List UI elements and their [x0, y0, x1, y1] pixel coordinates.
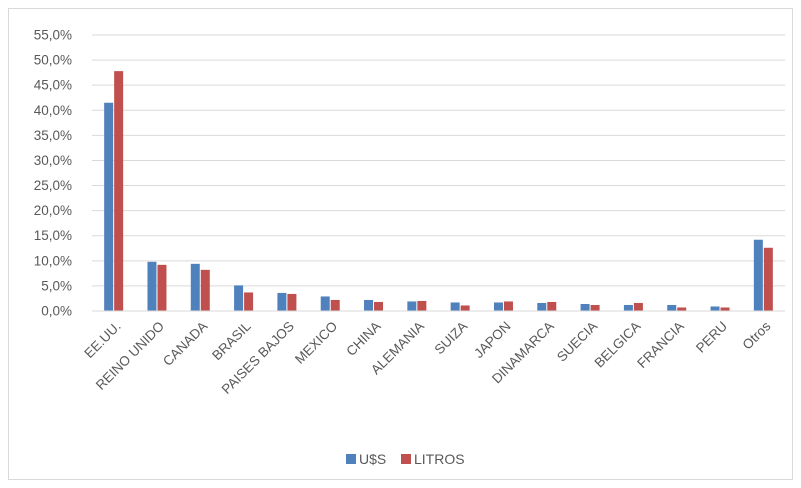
- bar-usd: [190, 263, 200, 311]
- y-tick-label: 0,0%: [41, 304, 72, 319]
- y-tick-label: 5,0%: [41, 278, 72, 293]
- y-tick-label: 45,0%: [34, 78, 72, 93]
- bar-litros: [633, 302, 643, 311]
- bar-litros: [547, 301, 557, 311]
- legend-swatch: [346, 454, 356, 464]
- bar-usd: [277, 292, 287, 311]
- y-axis-ticks: 0,0% 5,0% 10,0% 15,0% 20,0% 25,0% 30,0% 35,0% 40…: [34, 28, 72, 319]
- x-category-label: FRANCIA: [634, 319, 687, 372]
- x-category-label: PERU: [693, 319, 730, 356]
- bar-litros: [417, 300, 427, 311]
- bar-usd: [104, 102, 114, 311]
- bar-usd: [234, 285, 244, 311]
- bar-litros: [244, 292, 254, 311]
- y-tick-label: 40,0%: [34, 103, 72, 118]
- bars: [104, 71, 773, 311]
- x-category-label: MEXICO: [292, 319, 340, 367]
- bar-litros: [503, 301, 513, 311]
- chart-border: [8, 8, 793, 480]
- bar-litros: [720, 307, 730, 311]
- bar-usd: [493, 302, 503, 311]
- y-tick-label: 25,0%: [34, 178, 72, 193]
- bar-usd: [407, 301, 417, 311]
- bar-litros: [287, 293, 297, 311]
- x-category-label: EE.UU.: [81, 319, 123, 361]
- y-tick-label: 15,0%: [34, 228, 72, 243]
- bar-usd: [147, 261, 157, 311]
- bar-litros: [330, 299, 340, 311]
- x-category-label: SUIZA: [432, 319, 471, 358]
- bar-litros: [763, 247, 773, 311]
- bar-litros: [460, 305, 470, 311]
- bar-usd: [364, 299, 374, 311]
- bar-usd: [753, 239, 763, 311]
- legend: U$S LITROS: [346, 451, 465, 467]
- bar-usd: [320, 296, 330, 311]
- x-category-label: CHINA: [343, 319, 383, 359]
- bar-litros: [374, 301, 384, 311]
- y-tick-label: 55,0%: [34, 28, 72, 43]
- y-tick-label: 30,0%: [34, 153, 72, 168]
- bar-usd: [537, 302, 547, 311]
- bar-usd: [710, 306, 720, 311]
- gridlines: [92, 34, 785, 287]
- x-category-label: CANADA: [160, 319, 210, 369]
- bar-usd: [667, 304, 677, 311]
- legend-label: LITROS: [414, 451, 465, 467]
- y-tick-label: 10,0%: [34, 253, 72, 268]
- bar-litros: [200, 269, 210, 311]
- legend-label: U$S: [359, 451, 386, 467]
- bar-litros: [590, 304, 600, 311]
- y-tick-label: 20,0%: [34, 203, 72, 218]
- x-category-label: JAPON: [471, 319, 513, 361]
- bar-litros: [677, 307, 687, 311]
- x-category-label: Otros: [740, 318, 774, 352]
- y-tick-label: 35,0%: [34, 128, 72, 143]
- bar-usd: [450, 302, 460, 311]
- legend-swatch: [401, 454, 411, 464]
- bar-usd: [580, 303, 590, 311]
- bar-litros: [114, 71, 124, 311]
- bar-litros: [157, 264, 167, 311]
- y-tick-label: 50,0%: [34, 53, 72, 68]
- bar-usd: [623, 304, 633, 311]
